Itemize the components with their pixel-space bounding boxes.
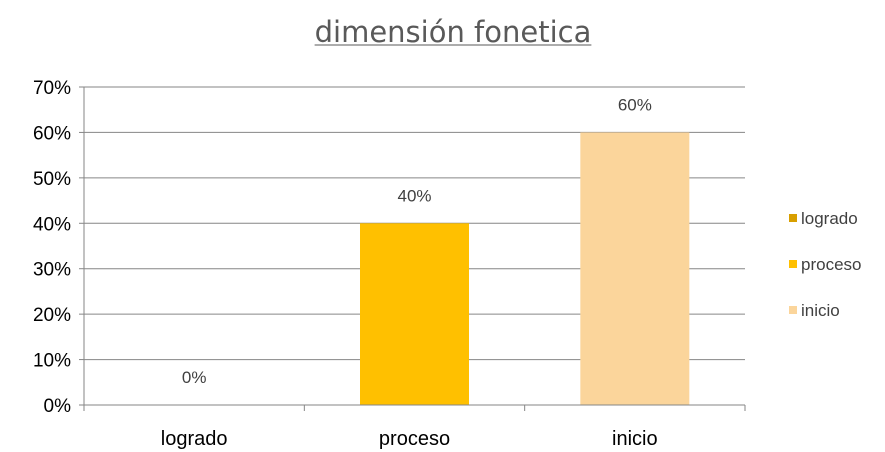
x-label-logrado: logrado (161, 428, 228, 450)
legend-label-proceso: proceso (801, 255, 861, 274)
x-label-inicio: inicio (612, 428, 658, 450)
x-axis-category-labels: logrado proceso inicio (161, 428, 658, 450)
data-label-inicio: 60% (618, 95, 652, 114)
axes (83, 87, 746, 411)
y-tick-label: 30% (33, 260, 71, 281)
y-tick-label: 20% (33, 305, 71, 326)
bar-proceso (360, 223, 469, 405)
data-label-proceso: 40% (397, 186, 431, 205)
y-axis-tick-labels: 0% 10% 20% 30% 40% 50% 60% 70% (33, 78, 71, 417)
y-tick-label: 10% (33, 351, 71, 372)
legend-label-logrado: logrado (801, 209, 858, 228)
y-tick-label: 50% (33, 169, 71, 190)
chart-title: dimensión fonetica (315, 15, 592, 49)
y-tick-label: 70% (33, 78, 71, 99)
x-label-proceso: proceso (379, 428, 450, 450)
data-label-logrado: 0% (182, 368, 207, 387)
y-tick-label: 60% (33, 123, 71, 144)
legend: logrado proceso inicio (789, 209, 861, 320)
data-labels: 0% 40% 60% (182, 95, 652, 387)
bars (360, 132, 690, 405)
legend-label-inicio: inicio (801, 301, 840, 320)
y-tick-label: 40% (33, 214, 71, 235)
bar-inicio (580, 132, 690, 405)
y-tick-label: 0% (44, 396, 72, 417)
legend-swatch-proceso (789, 260, 797, 268)
legend-swatch-inicio (789, 306, 797, 314)
legend-swatch-logrado (789, 214, 797, 222)
